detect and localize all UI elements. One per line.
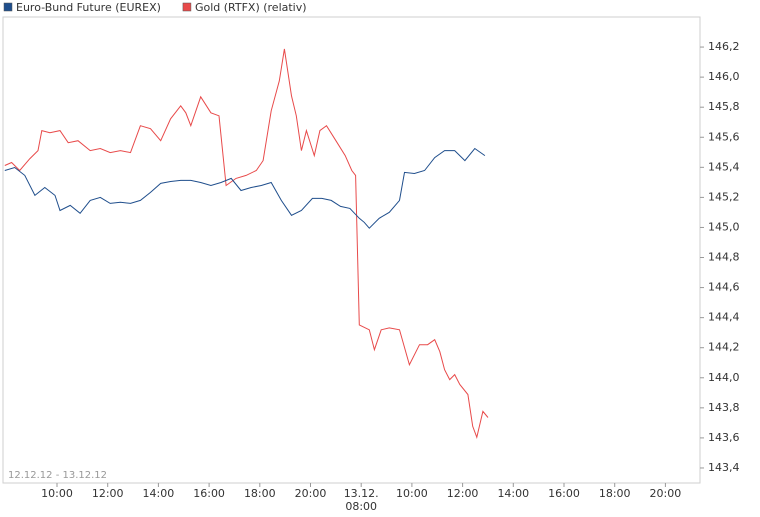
y-tick-label: 143,4 [708, 461, 740, 474]
legend-swatch [182, 2, 192, 12]
y-tick-label: 144,2 [708, 341, 740, 354]
x-tick-label: 13.12. 08:00 [344, 487, 379, 513]
y-tick-label: 146,0 [708, 70, 740, 83]
y-tick-label: 143,8 [708, 401, 740, 414]
y-tick-label: 143,6 [708, 431, 740, 444]
y-tick-label: 144,6 [708, 281, 740, 294]
date-range: 12.12.12 - 13.12.12 [8, 470, 107, 481]
legend-label: Euro-Bund Future (EUREX) [16, 1, 161, 14]
y-tick-label: 144,8 [708, 251, 740, 264]
y-tick-label: 145,2 [708, 190, 740, 203]
y-tick-label: 146,2 [708, 40, 740, 53]
x-tick-label: 16:00 [193, 487, 225, 500]
y-tick-label: 144,0 [708, 371, 740, 384]
x-tick-label: 14:00 [497, 487, 529, 500]
y-tick-label: 145,0 [708, 220, 740, 233]
series-line [4, 147, 486, 229]
y-tick-label: 145,8 [708, 100, 740, 113]
x-tick-label: 18:00 [244, 487, 276, 500]
x-tick-label: 20:00 [295, 487, 327, 500]
x-tick-label: 10:00 [396, 487, 428, 500]
legend-swatch [3, 2, 13, 12]
x-tick-label: 14:00 [143, 487, 175, 500]
plot-frame [2, 16, 701, 484]
x-tick-label: 10:00 [41, 487, 73, 500]
x-tick-label: 20:00 [650, 487, 682, 500]
y-tick-label: 145,4 [708, 160, 740, 173]
x-tick-label: 18:00 [599, 487, 631, 500]
x-tick-label: 12:00 [92, 487, 124, 500]
y-tick-label: 144,4 [708, 311, 740, 324]
series-line [4, 48, 489, 440]
x-tick-label: 12:00 [447, 487, 479, 500]
y-tick-label: 145,6 [708, 130, 740, 143]
x-tick-label: 16:00 [548, 487, 580, 500]
legend-label: Gold (RTFX) (relativ) [195, 1, 307, 14]
